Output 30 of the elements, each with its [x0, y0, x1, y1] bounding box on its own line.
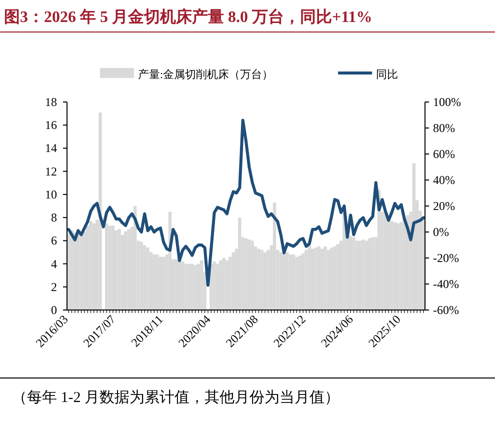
bar [238, 218, 242, 310]
y2-tick-label: 0% [433, 225, 449, 239]
bar [98, 112, 102, 310]
y2-tick-label: 60% [433, 147, 455, 161]
y-tick-label: 10 [45, 187, 57, 202]
annotation: （每年 1-2 月数据为累计值，其他月份为当月值） [12, 390, 340, 406]
y-tick-label: 4 [51, 256, 57, 271]
y2-tick-label: -20% [433, 251, 459, 265]
y2-tick-label: -40% [433, 277, 459, 291]
y-tick-label: 16 [45, 118, 57, 132]
legend-label: 产量:金属切削机床（万台） [138, 68, 274, 81]
bar [272, 202, 276, 310]
y2-tick-label: 40% [433, 173, 455, 187]
y2-tick-label: 100% [433, 95, 461, 109]
y-tick-label: 18 [45, 95, 57, 109]
bar [105, 223, 108, 310]
y2-tick-label: 80% [433, 121, 455, 135]
y2-tick-label: -60% [433, 303, 459, 317]
y-tick-label: 8 [51, 210, 57, 225]
y-tick-label: 14 [45, 141, 57, 156]
bar [200, 260, 204, 310]
y-tick-label: 2 [51, 280, 57, 294]
bar [342, 212, 346, 310]
y-tick-label: 6 [51, 234, 57, 248]
bar [212, 261, 216, 310]
y-tick-label: 12 [45, 164, 57, 178]
legend-label: 同比 [376, 68, 398, 81]
y2-tick-label: 20% [433, 199, 455, 213]
title: 图3：2026 年 5 月金切机床产量 8.0 万台，同比+11% [4, 9, 372, 26]
y-tick-label: 0 [51, 303, 57, 317]
